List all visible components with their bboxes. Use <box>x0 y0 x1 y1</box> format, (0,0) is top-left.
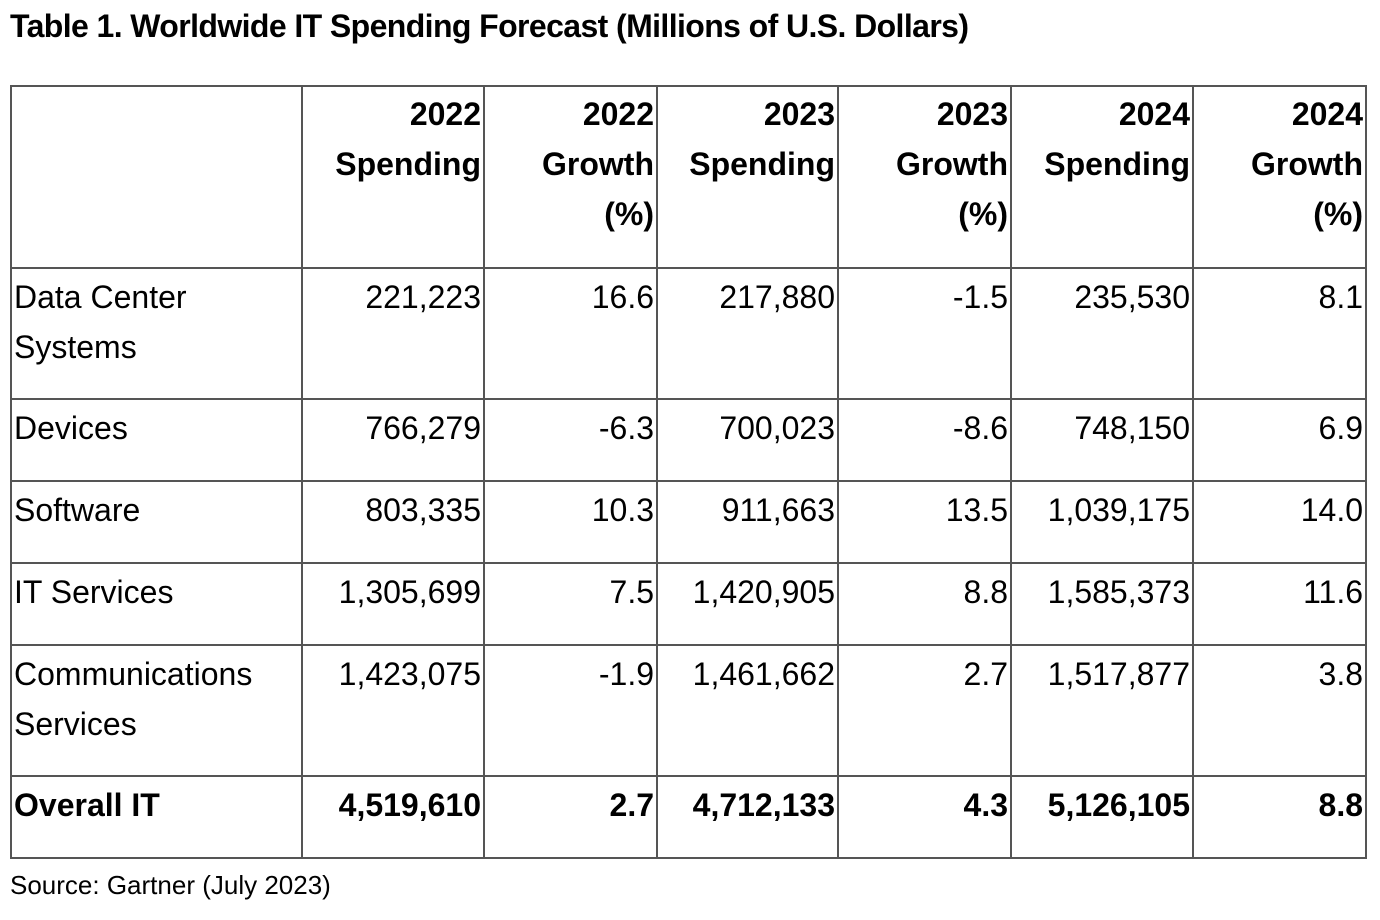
table-row: Data Center Systems 221,223 16.6 217,880… <box>10 267 1367 400</box>
table-cell: 3.8 <box>1192 644 1367 777</box>
table-cell: -1.5 <box>837 267 1012 400</box>
row-label: Overall IT <box>10 775 303 859</box>
row-label: Communications Services <box>10 644 303 777</box>
table-cell: -1.9 <box>483 644 658 777</box>
header-cell: 2022 Growth (%) <box>483 85 658 269</box>
table-cell: 766,279 <box>301 398 485 482</box>
table-cell: 13.5 <box>837 480 1012 564</box>
total-row: Overall IT 4,519,610 2.7 4,712,133 4.3 5… <box>10 775 1367 859</box>
table-cell: 8.8 <box>837 562 1012 646</box>
table-cell: 1,305,699 <box>301 562 485 646</box>
source-note: Source: Gartner (July 2023) <box>10 870 331 900</box>
table-cell: 235,530 <box>1010 267 1194 400</box>
table-row: Devices 766,279 -6.3 700,023 -8.6 748,15… <box>10 398 1367 482</box>
table-cell: 1,423,075 <box>301 644 485 777</box>
table-cell: 16.6 <box>483 267 658 400</box>
table-cell: 4.3 <box>837 775 1012 859</box>
table-cell: 6.9 <box>1192 398 1367 482</box>
table-cell: 221,223 <box>301 267 485 400</box>
table-cell: 5,126,105 <box>1010 775 1194 859</box>
table-cell: 217,880 <box>656 267 839 400</box>
table-cell: 700,023 <box>656 398 839 482</box>
table-cell: 4,519,610 <box>301 775 485 859</box>
table-cell: 1,585,373 <box>1010 562 1194 646</box>
table-title: Table 1. Worldwide IT Spending Forecast … <box>10 8 969 44</box>
table-cell: 10.3 <box>483 480 658 564</box>
header-row: 2022 Spending 2022 Growth (%) 2023 Spend… <box>10 85 1367 269</box>
header-cell: 2022 Spending <box>301 85 485 269</box>
table-cell: 911,663 <box>656 480 839 564</box>
table-cell: 1,461,662 <box>656 644 839 777</box>
table-row: Software 803,335 10.3 911,663 13.5 1,039… <box>10 480 1367 564</box>
row-label: Devices <box>10 398 303 482</box>
table-cell: 803,335 <box>301 480 485 564</box>
header-cell: 2023 Growth (%) <box>837 85 1012 269</box>
header-cell <box>10 85 303 269</box>
table-cell: 11.6 <box>1192 562 1367 646</box>
table-cell: 14.0 <box>1192 480 1367 564</box>
table-cell: -8.6 <box>837 398 1012 482</box>
table-cell: 748,150 <box>1010 398 1194 482</box>
table-cell: 1,039,175 <box>1010 480 1194 564</box>
table-cell: 8.8 <box>1192 775 1367 859</box>
table-cell: 7.5 <box>483 562 658 646</box>
table-row: IT Services 1,305,699 7.5 1,420,905 8.8 … <box>10 562 1367 646</box>
table-cell: 1,420,905 <box>656 562 839 646</box>
row-label: Software <box>10 480 303 564</box>
table-cell: 4,712,133 <box>656 775 839 859</box>
it-spending-table: 2022 Spending 2022 Growth (%) 2023 Spend… <box>10 85 1367 859</box>
row-label: Data Center Systems <box>10 267 303 400</box>
table-row: Communications Services 1,423,075 -1.9 1… <box>10 644 1367 777</box>
header-cell: 2024 Spending <box>1010 85 1194 269</box>
header-cell: 2024 Growth (%) <box>1192 85 1367 269</box>
table-cell: 2.7 <box>483 775 658 859</box>
row-label: IT Services <box>10 562 303 646</box>
table-cell: 2.7 <box>837 644 1012 777</box>
table-cell: 1,517,877 <box>1010 644 1194 777</box>
table-cell: -6.3 <box>483 398 658 482</box>
header-cell: 2023 Spending <box>656 85 839 269</box>
table-cell: 8.1 <box>1192 267 1367 400</box>
